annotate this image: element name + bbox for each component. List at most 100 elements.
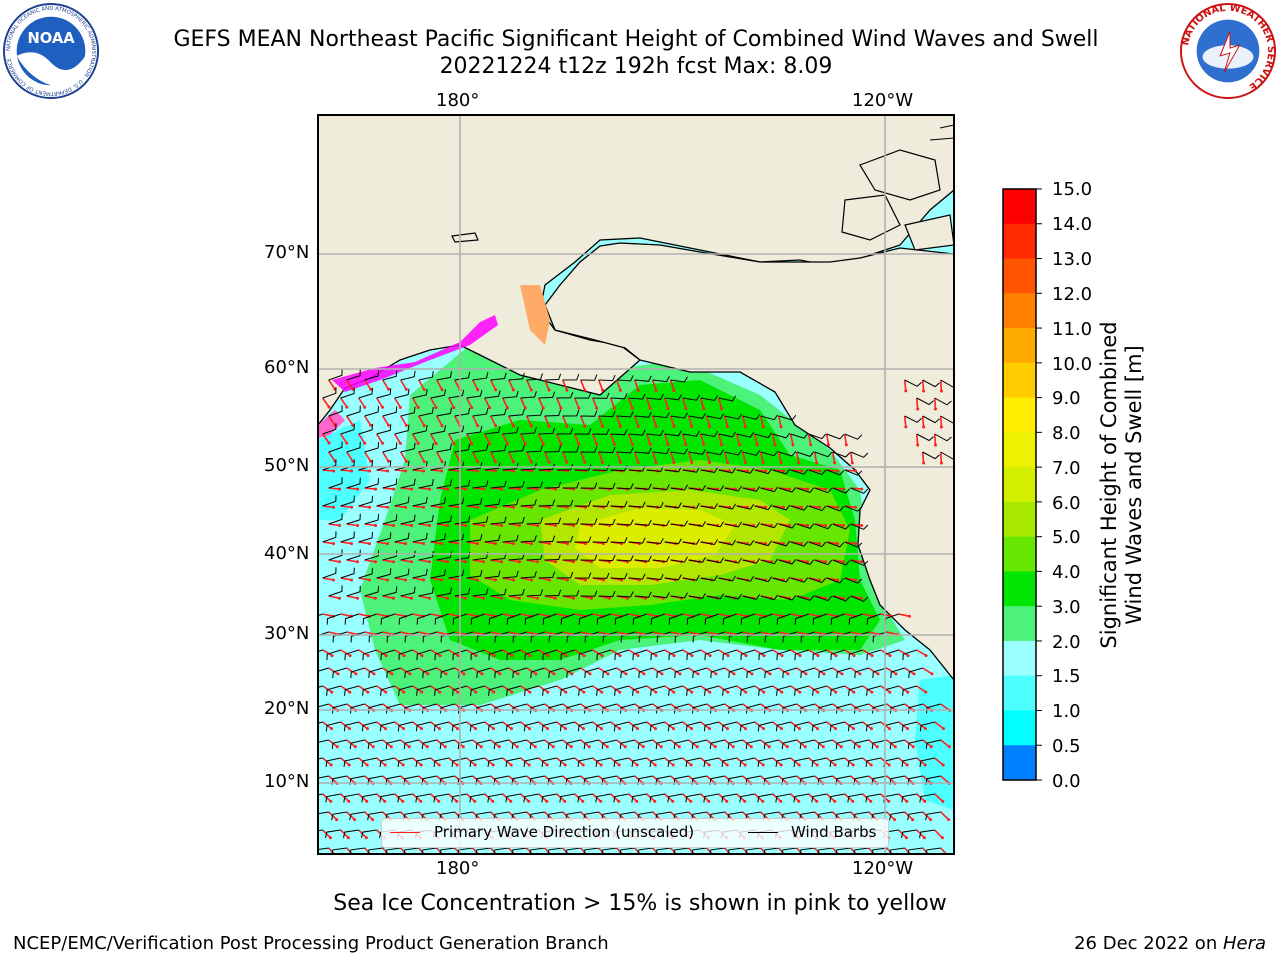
wind-barb [325, 721, 341, 732]
wind-barb [772, 468, 791, 475]
wind-barb [757, 721, 773, 732]
wave-arrow-head [422, 578, 425, 582]
wind-barb [844, 469, 863, 476]
wind-barb [512, 631, 527, 643]
wind-barb [811, 793, 827, 803]
wind-barb [739, 757, 755, 767]
wind-barb [794, 649, 809, 661]
wind-barb [754, 540, 773, 547]
wave-arrow-head [617, 799, 621, 803]
wind-barb [793, 793, 809, 803]
wind-barb [850, 595, 869, 602]
wind-barb [673, 739, 689, 750]
colorbar-tick: 9.0 [1052, 388, 1081, 409]
lat-label-60n: 60°N [264, 357, 310, 378]
wave-arrow [562, 667, 573, 675]
wind-barb [530, 703, 545, 714]
wind-barb [908, 703, 923, 714]
wave-arrow [430, 469, 442, 472]
wave-arrow-head [911, 818, 915, 822]
wind-barb [318, 703, 329, 708]
wave-arrow-head [518, 487, 522, 491]
wave-arrow-head [764, 505, 768, 509]
wave-arrow [940, 847, 948, 854]
wave-arrow-head [456, 690, 460, 694]
wave-arrow [430, 397, 437, 408]
wind-barb [854, 703, 869, 714]
wave-arrow-head [815, 763, 819, 767]
wave-arrow [687, 451, 693, 463]
wind-barb [934, 433, 952, 442]
colorbar-segment [1003, 328, 1036, 364]
wind-barb [382, 514, 398, 525]
wind-barb [398, 613, 413, 625]
wave-arrow-head [791, 443, 795, 447]
wave-arrow [502, 613, 514, 618]
wind-barb [754, 504, 773, 511]
wave-arrow-head [330, 727, 333, 731]
wind-barb [466, 569, 483, 579]
wind-barb [901, 793, 917, 803]
wind-barb [688, 520, 706, 527]
wind-barb [362, 613, 377, 625]
wave-arrow [844, 469, 856, 472]
wind-barb [772, 576, 791, 583]
wind-barb [772, 540, 791, 547]
wave-arrow [663, 433, 669, 445]
wind-barb [318, 667, 329, 672]
wave-arrow [328, 451, 336, 462]
wind-barb [490, 408, 507, 417]
wind-barb [476, 703, 491, 714]
wave-arrow [412, 469, 424, 472]
footer-credit: NCEP/EMC/Verification Post Processing Pr… [13, 933, 609, 954]
wave-arrow [484, 577, 496, 581]
wind-barb [577, 721, 593, 732]
wind-barb [688, 484, 706, 491]
wave-arrow [382, 523, 394, 527]
wind-barb [700, 431, 719, 438]
noaa-logo-text: NOAA [27, 30, 75, 47]
wave-arrow [364, 595, 376, 599]
wave-arrow [790, 649, 801, 657]
wind-barb [404, 703, 419, 714]
wind-barb [616, 375, 634, 382]
wind-barb [502, 462, 519, 471]
wave-arrow-head [743, 425, 747, 429]
wave-arrow [418, 559, 430, 563]
wave-arrow-head [332, 542, 335, 546]
wind-barb [652, 484, 670, 491]
wave-arrow [592, 649, 603, 657]
wind-barb [796, 523, 815, 529]
wave-arrow-head [351, 387, 355, 391]
wind-barb [796, 451, 815, 457]
wind-barb [778, 486, 797, 493]
wind-barb [344, 685, 359, 696]
wind-barb [652, 448, 670, 455]
wind-barb [619, 739, 635, 750]
wind-barb [763, 739, 779, 750]
wind-barb [814, 595, 833, 602]
graticule [318, 115, 954, 854]
wave-arrow [633, 415, 640, 427]
wave-arrow-head [764, 469, 768, 473]
wind-barb [584, 667, 599, 679]
wind-barb [796, 559, 815, 565]
wind-barb [916, 433, 934, 442]
wave-arrow [573, 397, 580, 409]
wave-arrow-head [816, 727, 819, 731]
wind-barb [358, 495, 373, 507]
wind-barb [637, 739, 653, 750]
wind-barb [682, 502, 700, 509]
wind-barb [526, 373, 543, 381]
wind-barb [583, 739, 599, 750]
wave-arrow [699, 397, 705, 409]
wave-arrow [490, 667, 501, 675]
wave-arrow-head [590, 596, 593, 600]
wave-arrow-head [744, 727, 747, 731]
wave-arrow-head [824, 524, 828, 527]
wind-barb [628, 537, 646, 544]
wave-arrow-head [446, 487, 450, 491]
wave-arrow [525, 415, 533, 427]
wave-arrow [430, 541, 442, 545]
